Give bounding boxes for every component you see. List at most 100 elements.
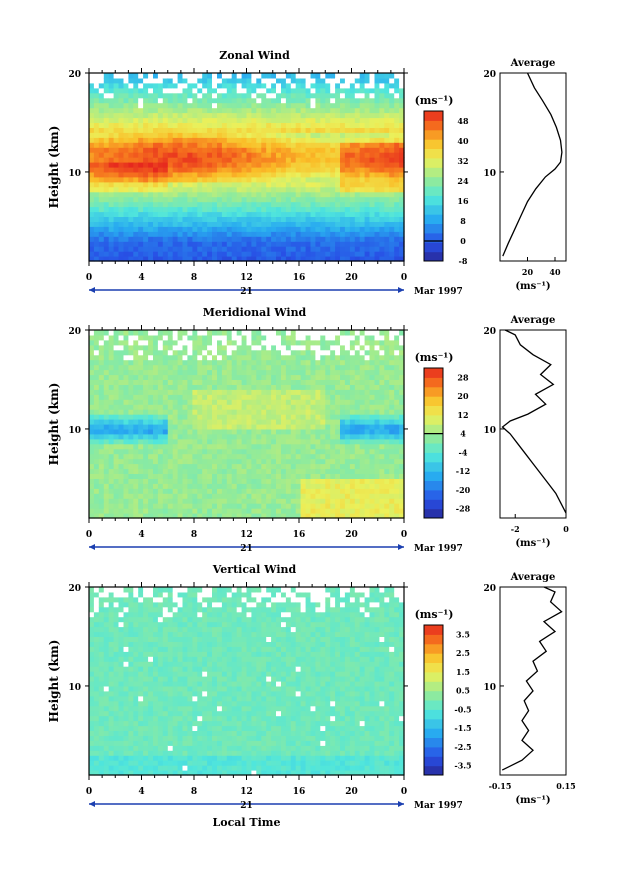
heatmap-cell <box>98 463 105 470</box>
heatmap-cell <box>379 404 385 410</box>
heatmap-cell <box>231 463 238 470</box>
heatmap-cell <box>148 117 154 123</box>
heatmap-cell <box>349 513 356 519</box>
heatmap-cell <box>285 196 292 203</box>
heatmap-cell <box>167 117 174 123</box>
heatmap-cell <box>236 87 243 94</box>
heatmap-cell <box>212 508 218 514</box>
heatmap-cell <box>266 330 272 336</box>
heatmap-cell <box>295 414 302 420</box>
heatmap-cell <box>379 483 385 489</box>
heatmap-cell <box>290 107 297 114</box>
heatmap-cell <box>310 334 316 341</box>
heatmap-cell <box>384 246 390 252</box>
heatmap-cell <box>305 226 312 232</box>
heatmap-cell <box>374 216 380 222</box>
colorbar-band <box>424 251 443 262</box>
heatmap-cell <box>315 117 321 123</box>
heatmap-cell <box>379 513 385 519</box>
heatmap-cell <box>325 241 331 247</box>
heatmap-cell <box>118 142 124 148</box>
heatmap-cell <box>197 374 203 380</box>
heatmap-cell <box>394 251 400 257</box>
heatmap-cell <box>162 468 169 474</box>
heatmap-cell <box>197 241 203 247</box>
heatmap-cell <box>123 503 129 509</box>
heatmap-cell <box>128 167 134 173</box>
heatmap-cell <box>167 473 174 479</box>
heatmap-cell <box>89 438 95 445</box>
heatmap-cell <box>162 142 169 148</box>
heatmap-cell <box>310 443 316 450</box>
heatmap-cell <box>325 132 331 138</box>
heatmap-cell <box>330 176 336 183</box>
heatmap-cell <box>108 349 115 356</box>
heatmap-cell <box>98 478 105 484</box>
heatmap-cell <box>212 419 218 425</box>
heatmap-cell <box>394 186 400 193</box>
heatmap-cell <box>320 498 326 504</box>
heatmap-cell <box>118 167 124 173</box>
heatmap-cell <box>192 147 198 153</box>
heatmap-cell <box>103 181 110 188</box>
heatmap-cell <box>320 349 326 356</box>
heatmap-cell <box>384 186 390 193</box>
heatmap-cell <box>182 181 188 188</box>
heatmap-cell <box>143 503 149 509</box>
heatmap-cell <box>344 137 351 143</box>
heatmap-cell <box>379 448 385 455</box>
heatmap-cell <box>374 409 380 415</box>
heatmap-cell <box>251 241 257 247</box>
heatmap-cell <box>162 221 169 227</box>
heatmap-cell <box>202 374 208 380</box>
heatmap-cell <box>344 87 351 94</box>
x-tick-label: 0 <box>86 530 92 540</box>
heatmap-cell <box>335 191 341 198</box>
heatmap-cell <box>369 181 375 188</box>
heatmap-cell <box>281 448 287 455</box>
heatmap-cell <box>344 157 351 163</box>
heatmap-cell <box>281 181 287 188</box>
heatmap-cell <box>246 513 252 519</box>
heatmap-cell <box>187 438 193 445</box>
heatmap-cell <box>241 231 248 237</box>
heatmap-cell <box>226 453 233 460</box>
heatmap-cell <box>177 374 184 380</box>
heatmap-cell <box>143 463 149 470</box>
heatmap-cell <box>310 176 316 183</box>
heatmap-cell <box>231 428 238 435</box>
heatmap-cell <box>143 142 149 148</box>
heatmap-cell <box>349 142 356 148</box>
heatmap-cell <box>202 251 208 257</box>
heatmap-cell <box>197 191 203 198</box>
heatmap-cell <box>335 483 341 489</box>
heatmap-cell <box>394 498 400 504</box>
heatmap-cell <box>172 162 179 168</box>
heatmap-cell <box>359 458 366 465</box>
heatmap-cell <box>133 473 139 479</box>
heatmap-cell <box>123 241 129 247</box>
heatmap-cell <box>108 513 115 519</box>
heatmap-cell <box>123 181 129 188</box>
heatmap-cell <box>128 349 134 356</box>
heatmap-cell <box>212 82 218 89</box>
heatmap-cell <box>231 246 238 252</box>
heatmap-cell <box>246 384 252 390</box>
heatmap-cell <box>354 226 361 232</box>
heatmap-cell <box>399 211 405 217</box>
heatmap-cell <box>394 167 400 173</box>
heatmap-cell <box>138 438 144 445</box>
heatmap-cell <box>241 513 248 519</box>
heatmap-cell <box>256 92 262 99</box>
heatmap-cell <box>246 349 252 356</box>
heatmap-cell <box>108 389 115 395</box>
heatmap-cell <box>93 443 100 450</box>
heatmap-cell <box>369 359 375 366</box>
heatmap-cell <box>374 384 380 390</box>
heatmap-cell <box>399 221 405 227</box>
heatmap-cell <box>118 231 124 237</box>
heatmap-cell <box>182 339 188 346</box>
heatmap-cell <box>226 102 233 109</box>
heatmap-cell <box>335 181 341 188</box>
heatmap-cell <box>212 73 218 79</box>
